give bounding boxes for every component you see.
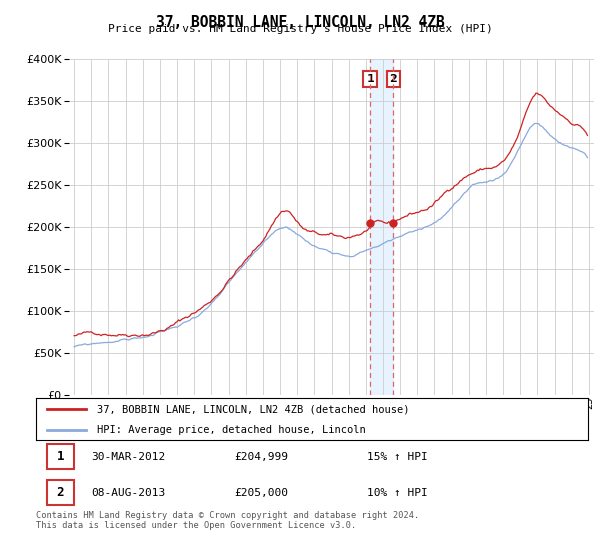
Text: 10% ↑ HPI: 10% ↑ HPI xyxy=(367,488,428,498)
Text: Price paid vs. HM Land Registry's House Price Index (HPI): Price paid vs. HM Land Registry's House … xyxy=(107,24,493,34)
Text: £205,000: £205,000 xyxy=(235,488,289,498)
Text: Contains HM Land Registry data © Crown copyright and database right 2024.
This d: Contains HM Land Registry data © Crown c… xyxy=(36,511,419,530)
Bar xyxy=(370,59,393,395)
Text: 37, BOBBIN LANE, LINCOLN, LN2 4ZB (detached house): 37, BOBBIN LANE, LINCOLN, LN2 4ZB (detac… xyxy=(97,404,409,414)
Text: 30-MAR-2012: 30-MAR-2012 xyxy=(91,451,166,461)
FancyBboxPatch shape xyxy=(47,444,74,469)
Text: HPI: Average price, detached house, Lincoln: HPI: Average price, detached house, Linc… xyxy=(97,426,365,435)
Text: 2: 2 xyxy=(56,486,64,499)
Text: 37, BOBBIN LANE, LINCOLN, LN2 4ZB: 37, BOBBIN LANE, LINCOLN, LN2 4ZB xyxy=(155,15,445,30)
FancyBboxPatch shape xyxy=(47,480,74,505)
Text: 08-AUG-2013: 08-AUG-2013 xyxy=(91,488,166,498)
Text: 1: 1 xyxy=(366,74,374,84)
Text: 1: 1 xyxy=(56,450,64,463)
Text: 2: 2 xyxy=(389,74,397,84)
Text: £204,999: £204,999 xyxy=(235,451,289,461)
Text: 15% ↑ HPI: 15% ↑ HPI xyxy=(367,451,428,461)
